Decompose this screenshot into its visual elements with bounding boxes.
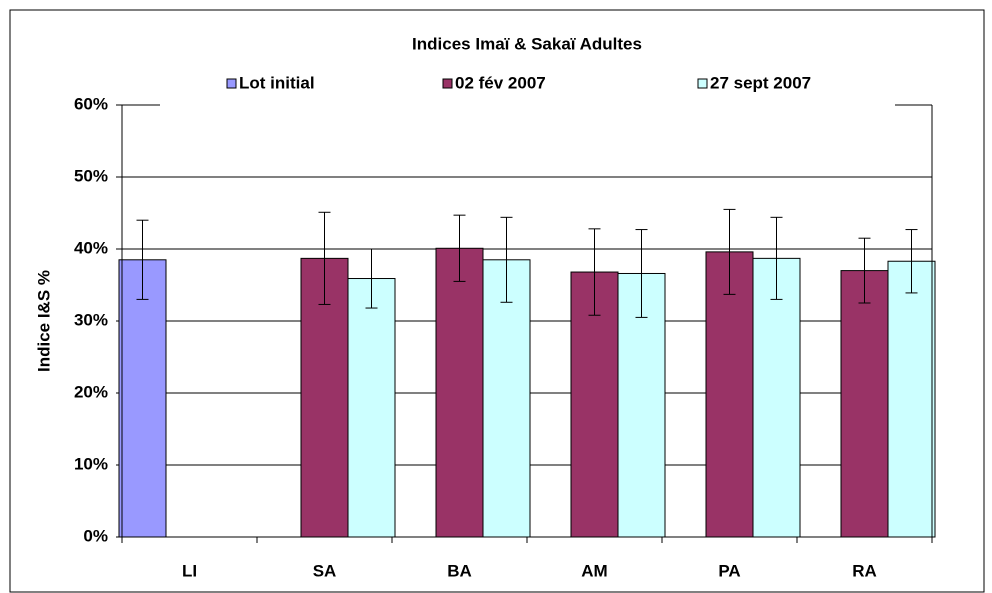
legend-label: 02 fév 2007 bbox=[455, 73, 546, 92]
bar bbox=[752, 257, 801, 538]
legend-label: 27 sept 2007 bbox=[710, 73, 811, 92]
chart-title: Indices Imaï & Sakaï Adultes bbox=[412, 34, 642, 53]
bar bbox=[840, 270, 889, 538]
x-tick-label: BA bbox=[447, 561, 472, 580]
x-tick-label: SA bbox=[313, 561, 337, 580]
bar bbox=[482, 259, 531, 538]
x-tick-label: AM bbox=[581, 561, 607, 580]
y-tick-label: 10% bbox=[74, 454, 108, 473]
y-tick-label: 60% bbox=[74, 94, 108, 113]
legend bbox=[160, 68, 895, 110]
legend-swatch bbox=[697, 78, 708, 89]
bar bbox=[435, 247, 484, 538]
y-tick-label: 0% bbox=[83, 526, 108, 545]
x-tick-label: PA bbox=[718, 561, 740, 580]
legend-label: Lot initial bbox=[239, 73, 315, 92]
bar bbox=[705, 251, 754, 538]
bar bbox=[887, 260, 936, 538]
y-tick-label: 40% bbox=[74, 238, 108, 257]
bar bbox=[118, 259, 167, 538]
legend-swatch bbox=[442, 78, 453, 89]
y-tick-label: 30% bbox=[74, 310, 108, 329]
y-tick-label: 50% bbox=[74, 166, 108, 185]
x-tick-label: LI bbox=[182, 561, 197, 580]
y-axis-label: Indice I&S % bbox=[34, 270, 53, 372]
bar bbox=[347, 278, 396, 538]
legend-swatch bbox=[226, 78, 237, 89]
x-tick-label: RA bbox=[852, 561, 877, 580]
y-tick-label: 20% bbox=[74, 382, 108, 401]
